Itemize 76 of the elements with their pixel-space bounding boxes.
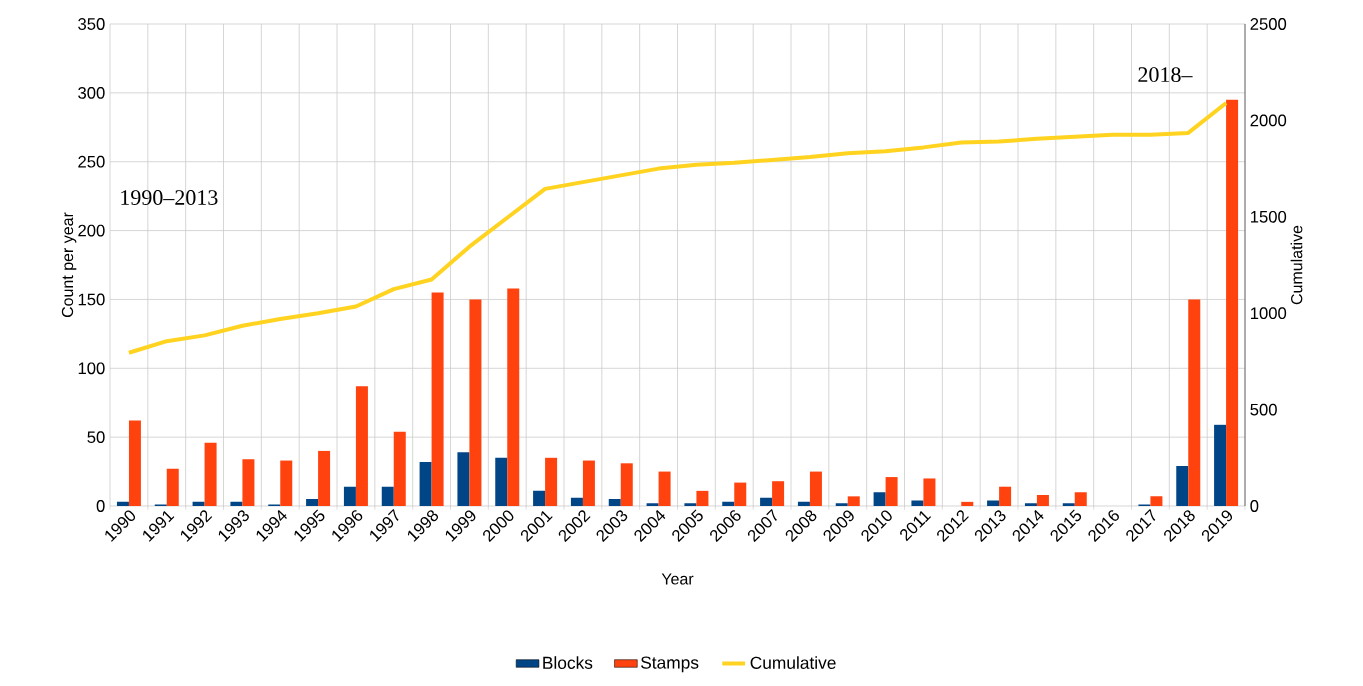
bar <box>760 497 773 506</box>
y-axis-title: Count per year <box>61 212 77 318</box>
bar <box>620 463 633 506</box>
bar <box>306 499 319 506</box>
y2-tick-label: 1000 <box>1251 307 1287 320</box>
y-tick-label: 300 <box>78 86 105 99</box>
bar <box>722 501 735 506</box>
bar <box>1024 503 1037 506</box>
bar <box>419 461 432 506</box>
bar <box>457 452 470 506</box>
bar <box>646 503 659 506</box>
bar <box>658 471 671 506</box>
y-tick-label: 100 <box>78 362 105 375</box>
y-tick-label: 150 <box>78 293 105 306</box>
bar <box>999 486 1012 506</box>
y-tick-label: 350 <box>78 18 105 30</box>
bar <box>1176 466 1189 506</box>
bar <box>847 496 860 506</box>
bar <box>355 386 368 506</box>
y2-tick-label: 0 <box>1250 500 1259 512</box>
bar <box>835 503 848 506</box>
bar <box>1150 496 1163 506</box>
bar <box>495 457 508 506</box>
bar <box>873 492 886 506</box>
bar <box>885 477 898 506</box>
bar <box>192 501 205 506</box>
bar <box>1214 424 1227 506</box>
bar <box>772 481 785 506</box>
bar <box>570 497 583 506</box>
bar <box>1226 99 1239 506</box>
annotation: 2018– <box>1138 67 1193 83</box>
y-tick-label: 250 <box>78 155 105 168</box>
legend-label: Stamps <box>641 656 699 673</box>
y-tick-label: 0 <box>96 500 105 512</box>
bar <box>797 501 810 506</box>
y2-axis-title: Cumulative <box>1290 225 1303 305</box>
bar <box>809 471 822 506</box>
y-tick-label: 200 <box>78 224 105 237</box>
bar <box>582 460 595 506</box>
annotation: 1990–2013 <box>121 190 218 205</box>
bar <box>987 500 1000 506</box>
bar <box>923 478 936 506</box>
legend-label: Blocks <box>543 656 593 669</box>
bar <box>1036 494 1049 506</box>
bar <box>280 460 293 506</box>
bar <box>533 490 546 506</box>
bar <box>381 486 394 506</box>
bar <box>343 486 356 506</box>
bar <box>608 499 621 506</box>
bar <box>911 500 924 506</box>
y2-tick-label: 500 <box>1250 403 1277 416</box>
bar <box>545 457 558 506</box>
bar <box>230 501 243 506</box>
bar <box>242 459 255 506</box>
bar <box>1062 503 1075 506</box>
y2-tick-label: 2500 <box>1250 18 1287 30</box>
y2-tick-label: 1500 <box>1251 210 1287 223</box>
bar <box>696 490 709 506</box>
legend-label: Cumulative <box>750 656 836 669</box>
bar <box>734 482 747 506</box>
bar <box>128 420 141 506</box>
bar <box>1188 299 1201 506</box>
bar <box>1074 492 1087 506</box>
bar <box>469 299 482 506</box>
bar <box>116 501 129 506</box>
bar <box>507 288 520 506</box>
bar <box>318 450 331 506</box>
y-tick-label: 50 <box>87 431 105 444</box>
bar <box>204 442 217 506</box>
y2-tick-label: 2000 <box>1250 114 1287 127</box>
bar <box>684 503 697 506</box>
bar <box>961 501 974 506</box>
x-axis-title: Year <box>661 573 694 585</box>
bar <box>166 468 179 506</box>
bar <box>431 292 444 506</box>
bar <box>393 431 406 506</box>
